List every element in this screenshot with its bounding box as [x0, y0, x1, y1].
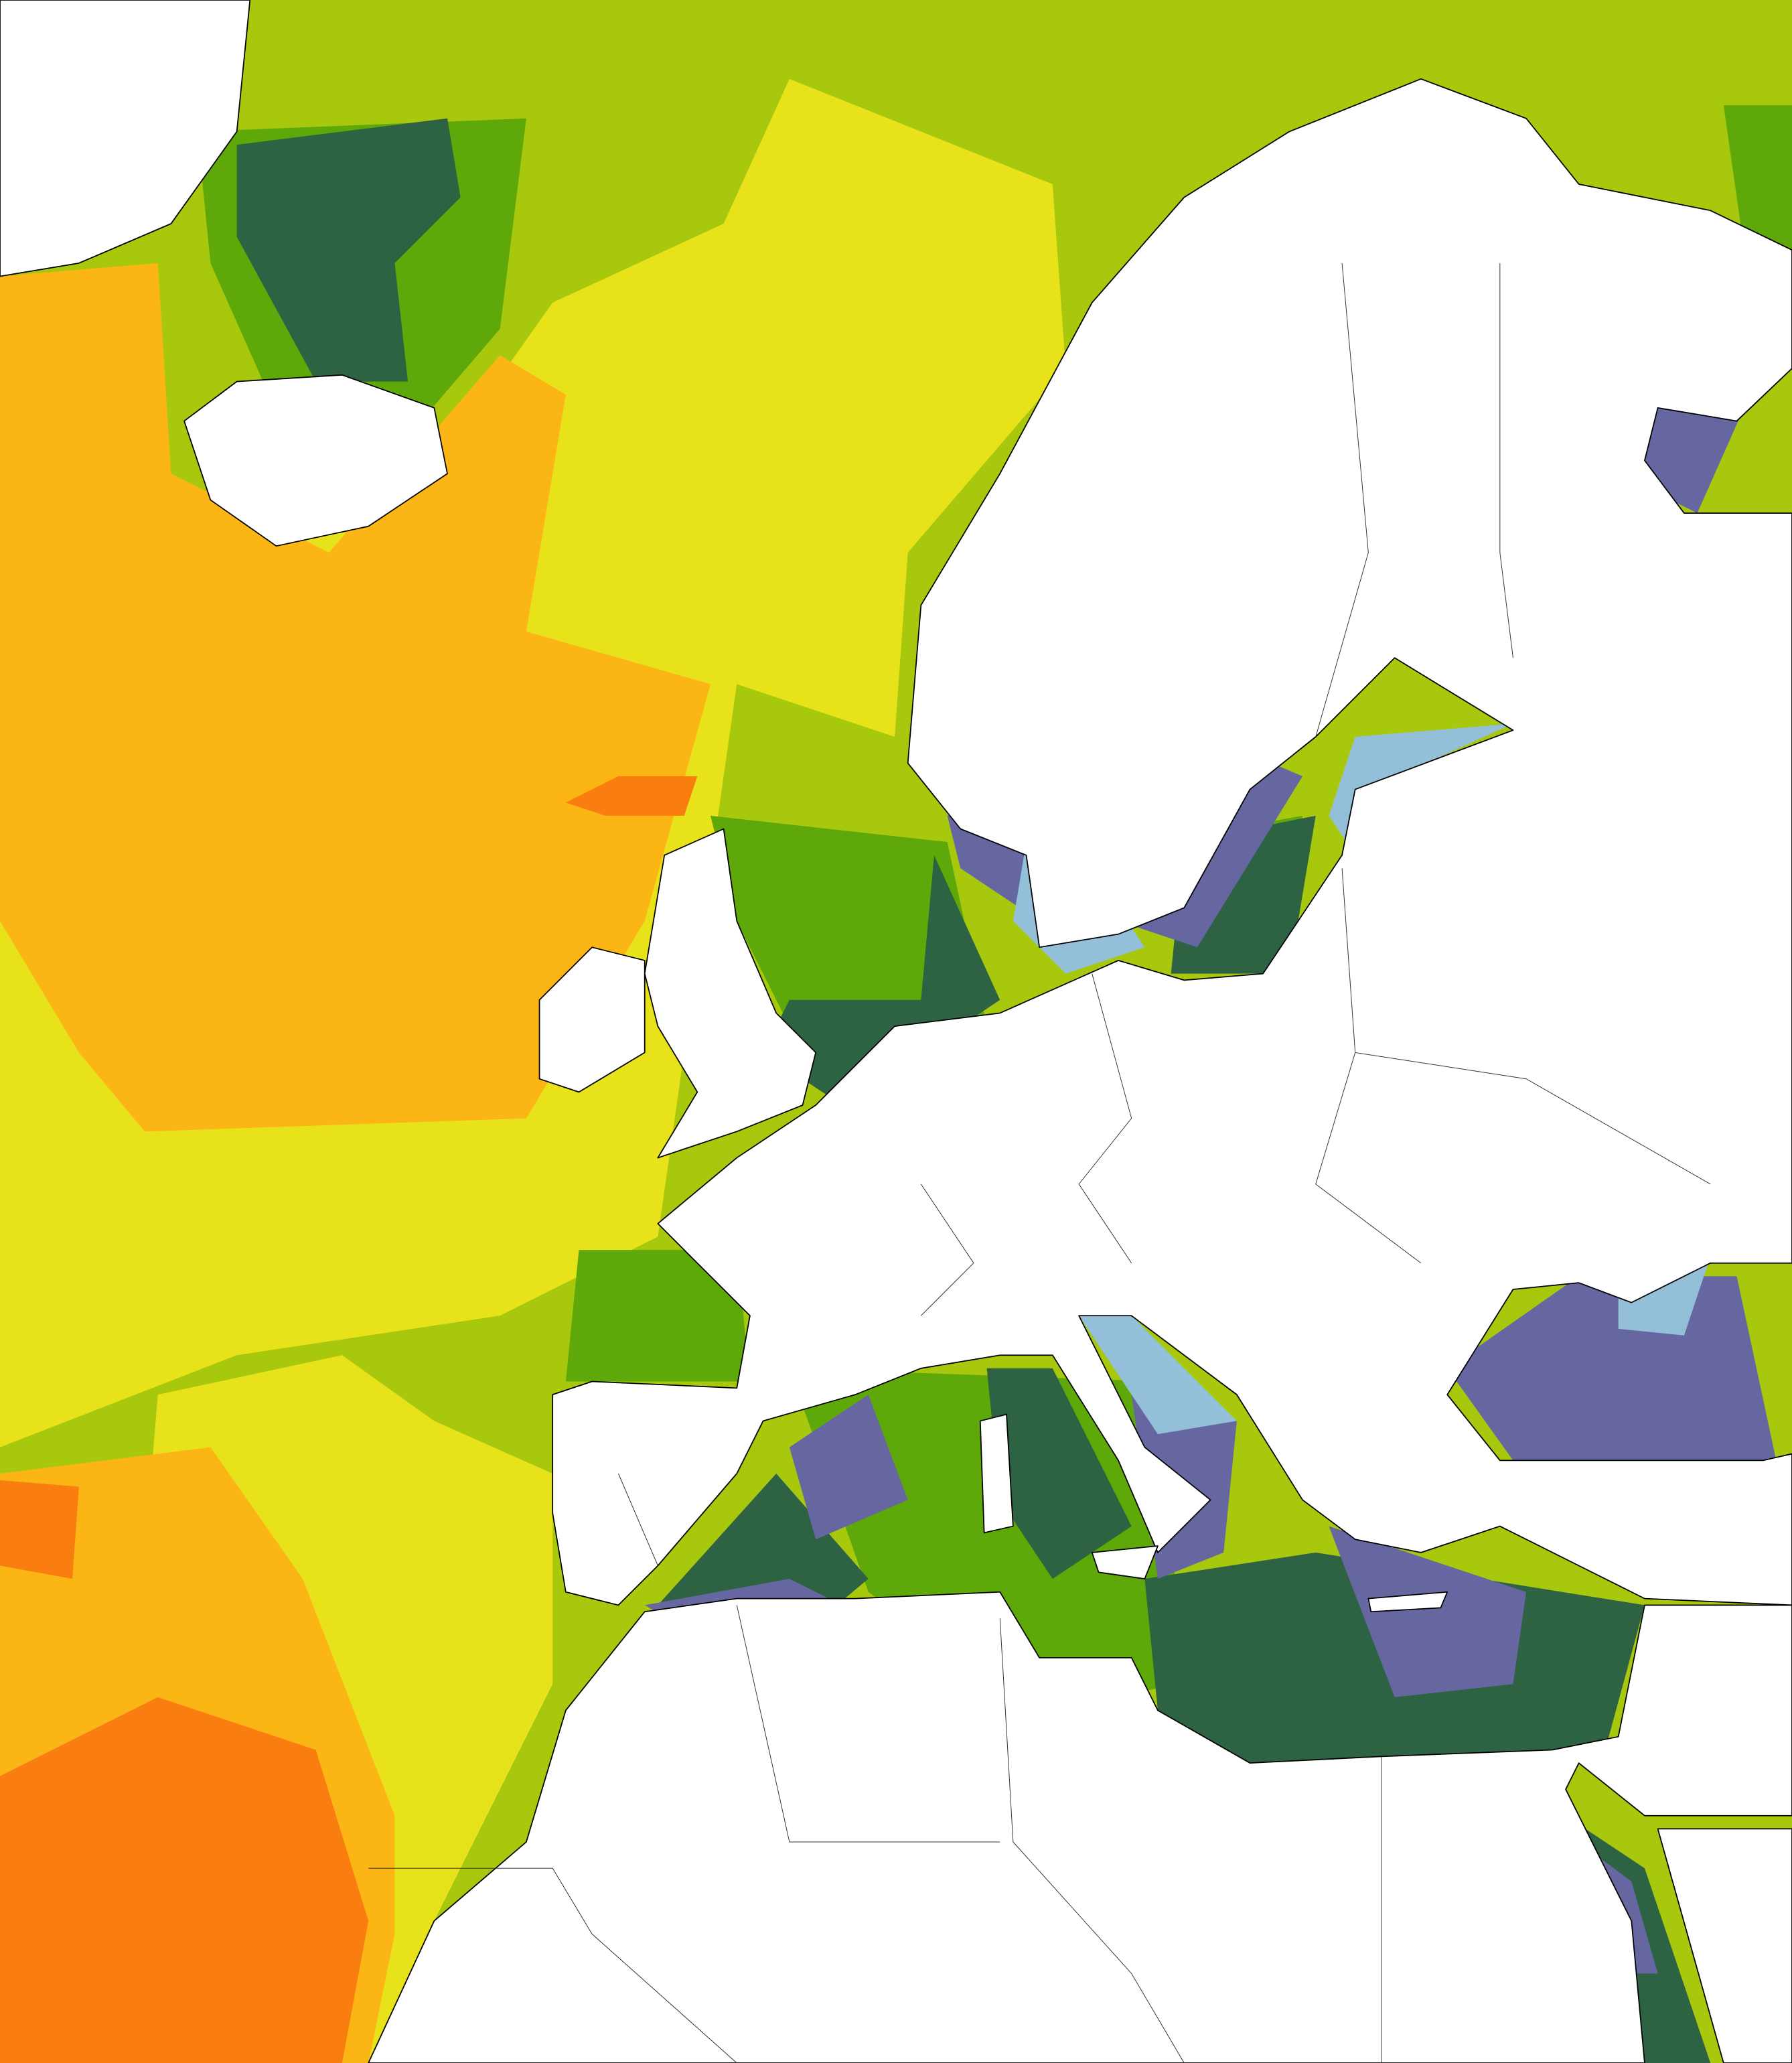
- country-border: [368, 1867, 737, 2063]
- zone-green: [565, 1250, 750, 1382]
- land-europe: [552, 78, 1792, 1606]
- country-border: [736, 1605, 1000, 1843]
- zone-purple: [1447, 1276, 1777, 1461]
- zone-dark-green: [763, 855, 1000, 1105]
- country-border: [1078, 973, 1132, 1263]
- country-border: [1315, 263, 1369, 737]
- land-greenland: [0, 0, 251, 277]
- zone-deep-orange: [0, 1480, 79, 1579]
- country-border: [1499, 263, 1513, 658]
- country-border: [617, 1473, 658, 1566]
- land-sicily: [1091, 1545, 1159, 1580]
- zone-green: [710, 815, 987, 1027]
- land-arabia: [1657, 1828, 1792, 2063]
- land-corsica-sardinia: [979, 1413, 1014, 1534]
- zone-dark-green: [986, 1368, 1132, 1579]
- zone-dark-green: [236, 118, 461, 382]
- zone-orange: [0, 263, 711, 1132]
- country-border: [999, 1618, 1185, 2063]
- land-ireland: [538, 946, 646, 1093]
- land-britain: [644, 828, 817, 1159]
- zone-light-blue: [1329, 723, 1513, 855]
- land-iceland: [183, 374, 448, 547]
- zone-purple: [789, 1395, 908, 1540]
- zone-deep-orange: [0, 1697, 369, 2063]
- country-border: [1315, 868, 1422, 1264]
- zone-purple: [1329, 1526, 1527, 1697]
- zone-light-blue: [1079, 1315, 1237, 1435]
- land-crete: [1367, 1591, 1448, 1613]
- country-border: [920, 1184, 974, 1316]
- land-africa: [368, 1591, 1792, 2063]
- country-border: [1355, 1052, 1711, 1185]
